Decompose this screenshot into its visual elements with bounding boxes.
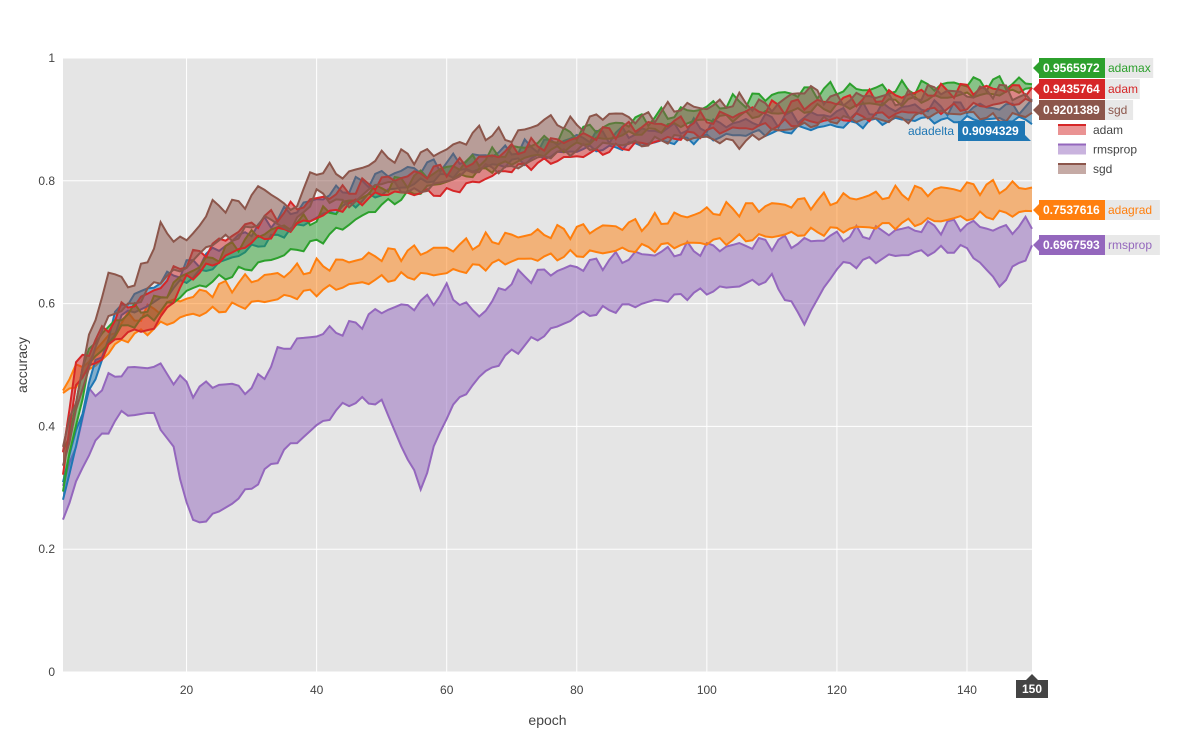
y-tick-label: 0.6: [38, 297, 55, 311]
legend-item-sgd[interactable]: sgd: [1058, 162, 1112, 176]
line-adam-lower: [62, 97, 1033, 475]
y-tick-label: 0.8: [38, 174, 55, 188]
x-tick-label: 80: [570, 683, 584, 697]
hover-name-adadelta: adadelta: [908, 124, 954, 138]
legend-swatch-rmsprop: [1058, 144, 1086, 155]
line-rmsprop-upper: [62, 214, 1033, 487]
line-sgd-upper: [62, 83, 1033, 448]
legend-label-adam: adam: [1093, 123, 1123, 137]
hover-name-rmsprop: rmsprop: [1108, 238, 1152, 252]
hover-name-adam: adam: [1108, 82, 1138, 96]
hover-x-label: 150: [1016, 674, 1048, 698]
legend-swatch-sgd: [1058, 164, 1086, 174]
hover-value-adagrad: 0.7537616: [1043, 203, 1100, 217]
hover-value-sgd: 0.9201389: [1043, 103, 1100, 117]
y-axis-title: accuracy: [14, 337, 30, 393]
series-bands: [62, 74, 1033, 524]
line-rmsprop-lower: [62, 243, 1033, 524]
legend-label-sgd: sgd: [1093, 162, 1112, 176]
hover-label-adamax: 0.9565972 adamax: [1033, 58, 1154, 78]
x-tick-label: 100: [697, 683, 717, 697]
x-axis-ticks: 20 40 60 80 100 120 140: [180, 683, 977, 697]
band-rmsprop: [63, 216, 1032, 523]
hover-name-adamax: adamax: [1108, 61, 1151, 75]
x-axis-title: epoch: [528, 712, 566, 728]
hover-label-adam: 0.9435764 adam: [1033, 79, 1140, 99]
hover-label-adagrad: 0.7537616 adagrad: [1033, 200, 1160, 220]
hover-label-sgd: 0.9201389 sgd: [1033, 100, 1134, 120]
x-tick-label: 40: [310, 683, 324, 697]
x-tick-label: 140: [957, 683, 977, 697]
hover-labels: 0.9565972 adamax 0.9435764 adam 0.9201389 sgd…: [908, 58, 1160, 255]
x-tick-label: 120: [827, 683, 847, 697]
hover-value-rmsprop: 0.6967593: [1043, 238, 1100, 252]
hover-name-sgd: sgd: [1108, 103, 1127, 117]
hover-value-adamax: 0.9565972: [1043, 61, 1100, 75]
x-tick-label: 60: [440, 683, 454, 697]
hover-label-adadelta: 0.9094329 adadelta: [908, 121, 1031, 141]
y-axis-ticks: 0 0.2 0.4 0.6 0.8 1: [38, 51, 55, 679]
hover-value-adadelta: 0.9094329: [962, 124, 1019, 138]
x-tick-label: 20: [180, 683, 194, 697]
legend-item-adam[interactable]: adam: [1058, 123, 1123, 137]
hover-label-rmsprop: 0.6967593 rmsprop: [1033, 235, 1160, 255]
y-tick-label: 0: [48, 665, 55, 679]
hover-x-value: 150: [1022, 682, 1042, 696]
line-adagrad-lower: [62, 209, 1033, 394]
legend-item-rmsprop[interactable]: rmsprop: [1058, 143, 1137, 157]
line-sgd-lower: [62, 109, 1033, 466]
legend-swatch-adam: [1058, 125, 1086, 135]
line-adagrad-upper: [62, 178, 1033, 391]
y-tick-label: 1: [48, 51, 55, 65]
y-tick-label: 0.4: [38, 419, 55, 433]
band-adagrad: [63, 180, 1032, 393]
hover-name-adagrad: adagrad: [1108, 203, 1152, 217]
legend-label-rmsprop: rmsprop: [1093, 143, 1137, 157]
legend[interactable]: adam rmsprop sgd: [1058, 123, 1137, 176]
hover-value-adam: 0.9435764: [1043, 82, 1100, 96]
y-tick-label: 0.2: [38, 542, 55, 556]
